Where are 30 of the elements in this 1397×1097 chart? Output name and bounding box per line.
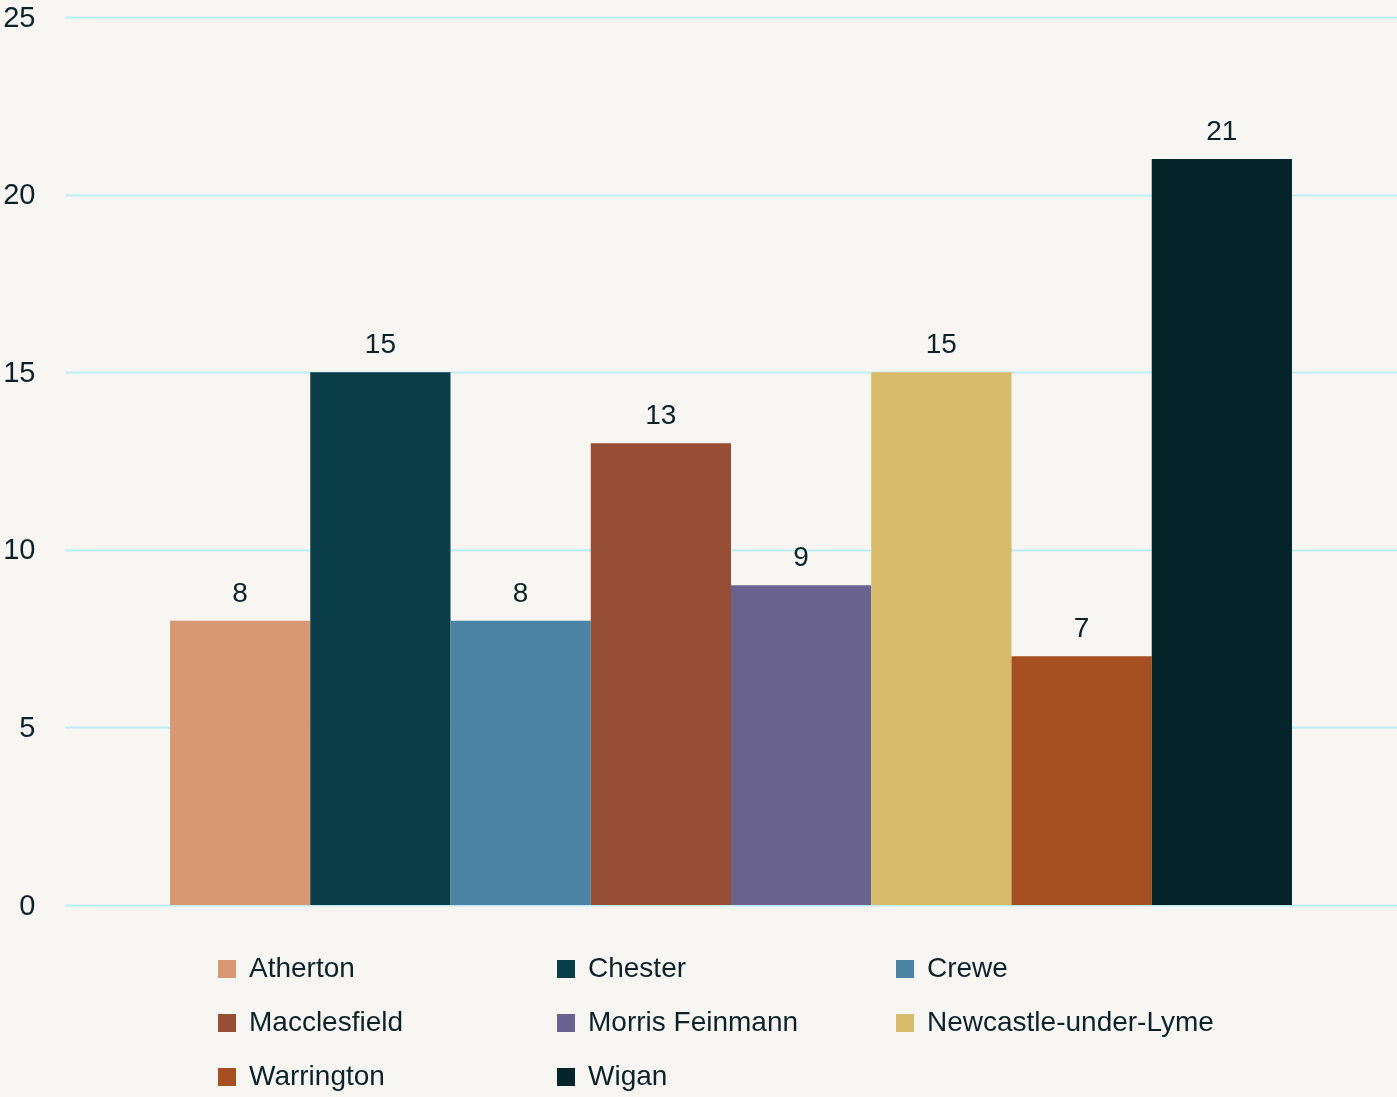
- bar: [450, 620, 591, 905]
- data-label: 9: [793, 541, 809, 573]
- legend-label: Chester: [588, 952, 687, 983]
- legend-label: Macclesfield: [249, 1006, 404, 1037]
- y-tick-label: 25: [3, 0, 36, 33]
- data-label: 15: [364, 328, 396, 360]
- bar: [871, 372, 1012, 905]
- y-tick-label: 15: [3, 355, 36, 388]
- y-tick-label: 5: [19, 710, 36, 743]
- y-tick-label: 0: [19, 888, 36, 921]
- data-label: 13: [645, 399, 677, 431]
- data-label: 15: [925, 328, 957, 360]
- data-label: 7: [1073, 612, 1090, 644]
- data-label: 8: [232, 576, 248, 608]
- legend-label: Crewe: [927, 952, 1008, 983]
- bar: [590, 443, 731, 905]
- legend-label: Wigan: [588, 1060, 668, 1091]
- bar: [1151, 159, 1292, 905]
- legend-label: Newcastle-under-Lyme: [927, 1006, 1214, 1037]
- y-tick-label: 20: [3, 178, 36, 211]
- y-tick-label: 10: [3, 533, 36, 566]
- legend-label: Morris Feinmann: [588, 1006, 799, 1037]
- data-label: 8: [512, 576, 529, 608]
- bar: [731, 585, 872, 905]
- bar: [310, 372, 451, 905]
- legend-label: Atherton: [249, 952, 355, 983]
- bar: [170, 620, 311, 905]
- data-label: 21: [1206, 115, 1238, 147]
- bar: [1011, 656, 1152, 905]
- legend-label: Warrington: [249, 1060, 385, 1091]
